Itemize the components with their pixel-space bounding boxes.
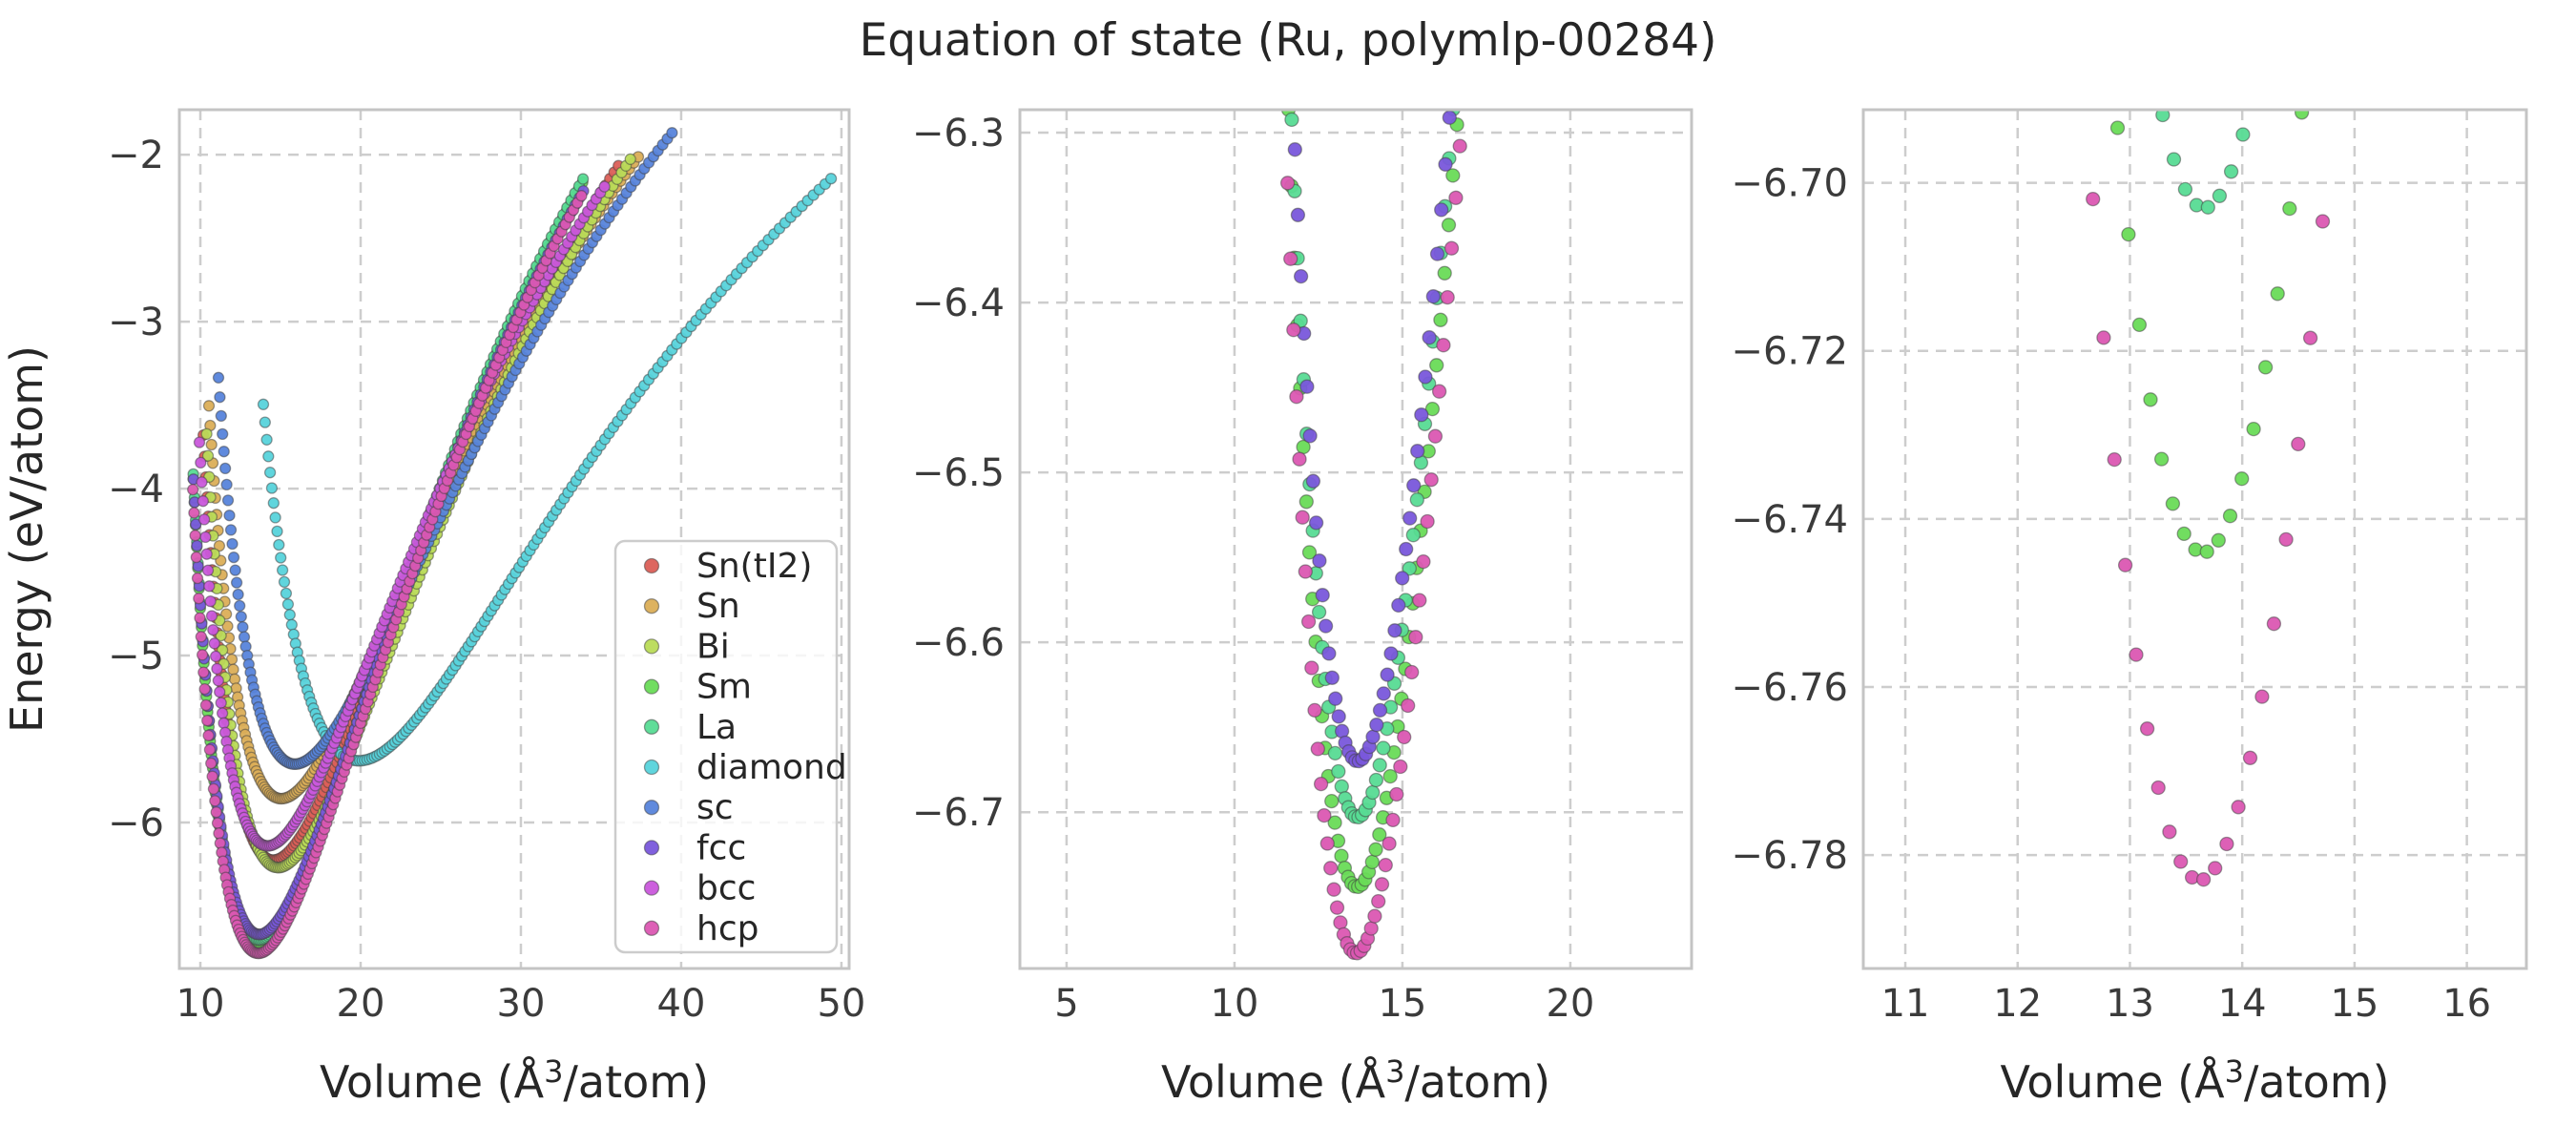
grid-middle bbox=[1020, 110, 1692, 968]
svg-text:−3: −3 bbox=[108, 301, 164, 344]
svg-text:−6.5: −6.5 bbox=[912, 451, 1005, 495]
legend-item-La: La bbox=[643, 708, 737, 747]
axes-frame-right bbox=[1861, 108, 2528, 970]
svg-text:13: 13 bbox=[2106, 982, 2154, 1026]
series-diamond-points-left bbox=[257, 173, 838, 767]
svg-text:16: 16 bbox=[2442, 982, 2491, 1026]
subplot-right: 11 12 13 14 15 16 −6.70 −6.72 −6.74 −6.76 −6.78 Vol… bbox=[1731, 108, 2528, 1108]
svg-text:5: 5 bbox=[1054, 982, 1078, 1026]
series-La-points-right bbox=[2155, 110, 2251, 215]
svg-text:−2: −2 bbox=[108, 134, 164, 177]
series-Sm-points-right bbox=[2109, 110, 2310, 559]
series-Bi-points-left bbox=[200, 153, 636, 874]
data-points-right bbox=[2086, 110, 2331, 887]
legend-item-bcc: bcc bbox=[643, 869, 756, 908]
svg-text:30: 30 bbox=[497, 982, 546, 1026]
legend-marker-hcp bbox=[643, 920, 660, 936]
svg-text:10: 10 bbox=[1210, 982, 1258, 1026]
x-axis-label-middle: Volume (Å3/atom) bbox=[1161, 1053, 1550, 1108]
x-axis-label-right: Volume (Å3/atom) bbox=[2000, 1053, 2389, 1108]
legend-item-sc: sc bbox=[643, 788, 734, 827]
axes-frame-middle bbox=[1018, 108, 1693, 970]
legend-marker-La bbox=[643, 718, 660, 735]
svg-text:−6.3: −6.3 bbox=[912, 112, 1005, 156]
legend-marker-Sn bbox=[643, 598, 660, 614]
series-fcc-points-middle bbox=[1287, 110, 1457, 769]
data-points-left bbox=[187, 127, 838, 960]
svg-text:−6.74: −6.74 bbox=[1731, 498, 1848, 542]
legend-item-Sn: Sn bbox=[643, 587, 740, 626]
legend-item-Sm: Sm bbox=[643, 668, 752, 707]
legend-marker-Sn(tI2) bbox=[643, 557, 660, 574]
legend-label-bcc: bcc bbox=[696, 869, 756, 908]
legend-label-Bi: Bi bbox=[696, 627, 730, 666]
legend-item-Bi: Bi bbox=[643, 627, 730, 666]
subplot-left: 10 20 30 40 50 −2 −3 −4 −5 −6 Volume (Å3/atom) Sn(t… bbox=[108, 108, 865, 1108]
svg-text:11: 11 bbox=[1881, 982, 1930, 1026]
svg-text:−4: −4 bbox=[108, 468, 164, 511]
legend-item-hcp: hcp bbox=[643, 909, 758, 948]
svg-text:−5: −5 bbox=[108, 635, 164, 678]
legend-label-Sm: Sm bbox=[696, 668, 752, 707]
tick-labels-left: 10 20 30 40 50 −2 −3 −4 −5 −6 bbox=[108, 134, 865, 1026]
legend-marker-diamond bbox=[643, 759, 660, 776]
axes-layer: 10 20 30 40 50 −2 −3 −4 −5 −6 Volume (Å3/atom) Sn(t… bbox=[108, 108, 2528, 1108]
svg-text:10: 10 bbox=[177, 982, 225, 1026]
tick-labels-right: 11 12 13 14 15 16 −6.70 −6.72 −6.74 −6.76 −6.78 bbox=[1731, 162, 2491, 1026]
legend-marker-bcc bbox=[643, 880, 660, 896]
subplot-middle: 5 10 15 20 −6.3 −6.4 −6.5 −6.6 −6.7 Volume (Å3/at… bbox=[912, 108, 1693, 1108]
legend-label-Sn: Sn bbox=[696, 587, 740, 626]
svg-text:12: 12 bbox=[1993, 982, 2042, 1026]
svg-text:15: 15 bbox=[2330, 982, 2379, 1026]
svg-text:−6.76: −6.76 bbox=[1731, 666, 1848, 710]
x-axis-label-left: Volume (Å3/atom) bbox=[320, 1053, 709, 1108]
legend-label-fcc: fcc bbox=[696, 828, 746, 867]
legend-label-Sn(tI2): Sn(tI2) bbox=[696, 547, 812, 586]
svg-text:15: 15 bbox=[1378, 982, 1426, 1026]
figure-title: Equation of state (Ru, polymlp-00284) bbox=[860, 14, 1717, 67]
svg-text:40: 40 bbox=[657, 982, 706, 1026]
legend-item-Sn(tI2): Sn(tI2) bbox=[643, 547, 812, 586]
legend-item-diamond: diamond bbox=[643, 748, 847, 787]
svg-text:−6.6: −6.6 bbox=[912, 621, 1005, 665]
svg-text:−6.78: −6.78 bbox=[1731, 834, 1848, 878]
svg-text:−6.7: −6.7 bbox=[912, 791, 1005, 835]
axes-frame-left bbox=[177, 108, 851, 970]
series-hcp-points-middle bbox=[1279, 110, 1467, 961]
legend-label-diamond: diamond bbox=[696, 748, 847, 787]
legend-marker-Sm bbox=[643, 678, 660, 695]
svg-text:−6.4: −6.4 bbox=[912, 281, 1005, 325]
legend-label-sc: sc bbox=[696, 788, 734, 827]
grid-right bbox=[1863, 110, 2526, 968]
svg-text:−6.72: −6.72 bbox=[1731, 330, 1848, 374]
series-hcp-points-left bbox=[187, 190, 588, 960]
svg-text:50: 50 bbox=[817, 982, 865, 1026]
svg-text:−6: −6 bbox=[108, 802, 164, 845]
legend-box bbox=[613, 539, 839, 954]
legend-marker-sc bbox=[643, 800, 660, 816]
legend-marker-Bi bbox=[643, 638, 660, 655]
legend-label-La: La bbox=[696, 708, 737, 747]
y-axis-label: Energy (eV/atom) bbox=[1, 345, 52, 733]
series-hcp-points-right bbox=[2086, 191, 2331, 887]
svg-text:20: 20 bbox=[1546, 982, 1594, 1026]
legend-label-hcp: hcp bbox=[696, 909, 758, 948]
tick-labels-middle: 5 10 15 20 −6.3 −6.4 −6.5 −6.6 −6.7 bbox=[912, 112, 1595, 1026]
data-points-middle bbox=[1279, 110, 1467, 961]
legend-item-fcc: fcc bbox=[643, 828, 746, 867]
svg-text:14: 14 bbox=[2218, 982, 2267, 1026]
svg-text:20: 20 bbox=[337, 982, 385, 1026]
legend-marker-fcc bbox=[643, 840, 660, 856]
svg-text:−6.70: −6.70 bbox=[1731, 162, 1848, 206]
